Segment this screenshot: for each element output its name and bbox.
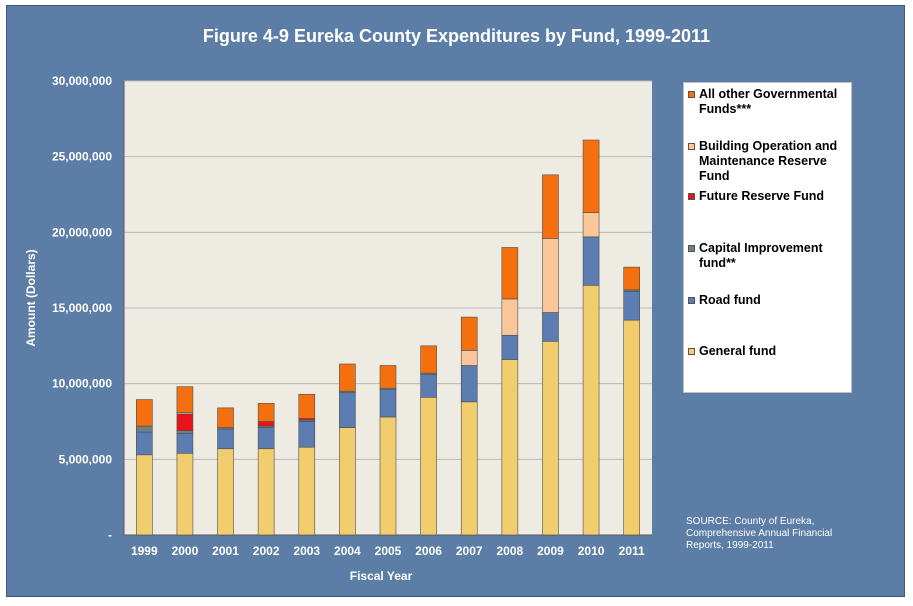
legend-label: All other Governmental Funds*** xyxy=(699,87,838,116)
x-tick-label: 2011 xyxy=(619,544,645,558)
bar-segment xyxy=(217,428,234,450)
bar-segment xyxy=(379,416,397,536)
bar-segment xyxy=(136,399,153,427)
x-tick-label: 2004 xyxy=(334,544,361,558)
y-axis-title: Amount (Dollars) xyxy=(24,249,38,346)
bar-segment xyxy=(501,298,519,336)
bar-segment xyxy=(460,350,478,366)
x-tick-label: 2001 xyxy=(212,544,239,558)
bar-segment xyxy=(298,393,316,419)
legend-swatch xyxy=(688,193,695,200)
bar-segment xyxy=(420,396,437,536)
bar-segment xyxy=(420,345,437,374)
legend-swatch xyxy=(688,348,695,355)
y-tick-label: 30,000,000 xyxy=(52,74,112,88)
y-tick-label: - xyxy=(108,528,112,542)
bar-segment xyxy=(460,365,478,403)
bar-segment xyxy=(217,448,234,536)
bar-segment xyxy=(217,407,234,428)
bar-segment xyxy=(623,266,640,291)
bar-segment xyxy=(257,403,275,422)
bar-segment xyxy=(379,365,397,389)
x-tick-label: 1999 xyxy=(131,544,158,558)
bar-segment xyxy=(257,421,275,427)
bar-segment xyxy=(582,284,600,536)
source-note: SOURCE: County of Eureka, Comprehensive … xyxy=(686,516,833,551)
bar-segment xyxy=(298,421,316,448)
x-tick-label: 2009 xyxy=(537,544,564,558)
bar-segment xyxy=(460,316,478,351)
x-tick-label: 2007 xyxy=(456,544,483,558)
y-tick-label: 5,000,000 xyxy=(59,452,113,466)
y-tick-label: 25,000,000 xyxy=(52,150,112,164)
x-tick-label: 2010 xyxy=(578,544,605,558)
plot-area: - 5,000,000 10,000,000 15,000,000 20,000,000… xyxy=(24,74,652,583)
bar-segment xyxy=(501,359,519,536)
bar-segment xyxy=(257,427,275,450)
bar-segment xyxy=(542,174,559,239)
bar-segment xyxy=(176,413,194,431)
bar-segment xyxy=(542,340,559,536)
bar-segment xyxy=(298,446,316,536)
bar-segment xyxy=(623,319,640,536)
bar-segment xyxy=(542,312,559,342)
bar-segment xyxy=(501,247,519,300)
legend-label: Capital Improvement fund** xyxy=(699,241,823,270)
x-tick-label: 2005 xyxy=(375,544,402,558)
bar-segment xyxy=(542,238,559,313)
bar-segment xyxy=(176,452,194,536)
legend-label: Road fund xyxy=(699,293,761,307)
bar-segment xyxy=(176,433,194,454)
x-tick-label: 2002 xyxy=(253,544,280,558)
bar-segment xyxy=(176,386,194,413)
legend: All other Governmental Funds*** Building … xyxy=(683,82,852,393)
legend-swatch xyxy=(688,91,695,98)
bar-segment xyxy=(379,389,397,418)
legend-swatch xyxy=(688,143,695,150)
bar-segment xyxy=(136,425,153,433)
bar-segment xyxy=(136,454,153,536)
bar-segment xyxy=(339,427,356,536)
bar-segment xyxy=(582,212,600,238)
bar-segment xyxy=(582,236,600,286)
legend-swatch xyxy=(688,297,695,304)
bar-segment xyxy=(460,401,478,536)
legend-label: Future Reserve Fund xyxy=(699,189,825,203)
bar-segment xyxy=(257,448,275,536)
chart-title: Figure 4-9 Eureka County Expenditures by… xyxy=(202,26,711,46)
y-tick-label: 15,000,000 xyxy=(52,301,112,315)
x-tick-label: 2006 xyxy=(415,544,442,558)
y-tick-label: 10,000,000 xyxy=(52,377,112,391)
legend-swatch xyxy=(688,245,695,252)
x-tick-label: 2008 xyxy=(496,544,523,558)
bar-segment xyxy=(339,363,356,392)
x-tick-label: 2000 xyxy=(172,544,199,558)
legend-label: General fund xyxy=(699,344,777,358)
x-axis-title: Fiscal Year xyxy=(350,569,413,583)
bar-segment xyxy=(136,431,153,456)
bar-segment xyxy=(176,430,194,434)
y-tick-label: 20,000,000 xyxy=(52,225,112,239)
bar-segment xyxy=(501,334,519,360)
bar-segment xyxy=(623,291,640,321)
x-tick-label: 2003 xyxy=(293,544,320,558)
bar-segment xyxy=(582,139,600,213)
bar-segment xyxy=(420,374,437,398)
legend-label: Building Operation and Maintenance Reser… xyxy=(699,139,838,183)
bar-segment xyxy=(339,392,356,428)
